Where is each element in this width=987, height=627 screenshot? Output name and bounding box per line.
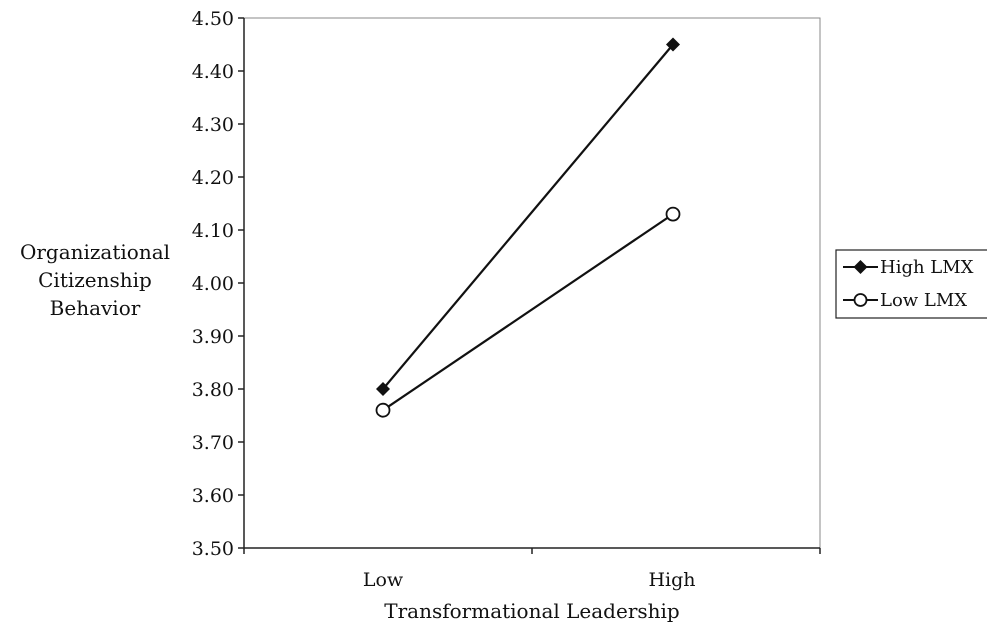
- series-line-high-lmx: [382, 43, 674, 390]
- y-tick-label: 4.00: [192, 273, 234, 295]
- data-point-high-lmx-high: [666, 37, 680, 52]
- x-tick-label-high: High: [648, 569, 695, 591]
- series-layer: [375, 37, 681, 418]
- legend-label-high-lmx: High LMX: [880, 257, 974, 278]
- data-point-low-lmx-high: [665, 206, 681, 222]
- y-tick-label: 4.50: [192, 8, 234, 30]
- data-point-high-lmx-low: [376, 382, 390, 396]
- data-point-low-lmx-low: [375, 402, 391, 418]
- y-tick-label: 3.90: [192, 326, 234, 348]
- y-tick-label: 4.10: [192, 220, 234, 242]
- y-tick-label: 3.80: [192, 379, 234, 401]
- plot-frame: [243, 17, 821, 549]
- legend-marker-low-lmx: [853, 293, 868, 307]
- y-tick-label: 3.50: [192, 538, 234, 560]
- legend-marker-high-lmx: [853, 260, 868, 274]
- y-tick-label: 4.20: [192, 167, 234, 189]
- y-axis-title-line-2: Citizenship: [38, 268, 152, 292]
- y-tick-label: 3.70: [192, 432, 234, 454]
- x-axis-title: Transformational Leadership: [384, 599, 679, 623]
- legend: High LMX Low LMX: [835, 249, 987, 319]
- y-tick-label: 4.30: [192, 114, 234, 136]
- y-axis-title-line-1: Organizational: [20, 240, 170, 264]
- y-tick-label: 3.60: [192, 485, 234, 507]
- y-axis-ticks: 3.50 3.60 3.70 3.80 3.90 4.00 4.10 4.20 4.30 4.40…: [192, 8, 244, 560]
- series-line-low-lmx: [382, 213, 674, 412]
- y-tick-label: 4.40: [192, 61, 234, 83]
- y-axis-title-line-3: Behavior: [50, 296, 141, 320]
- x-tick-label-low: Low: [363, 569, 404, 591]
- legend-label-low-lmx: Low LMX: [880, 290, 967, 311]
